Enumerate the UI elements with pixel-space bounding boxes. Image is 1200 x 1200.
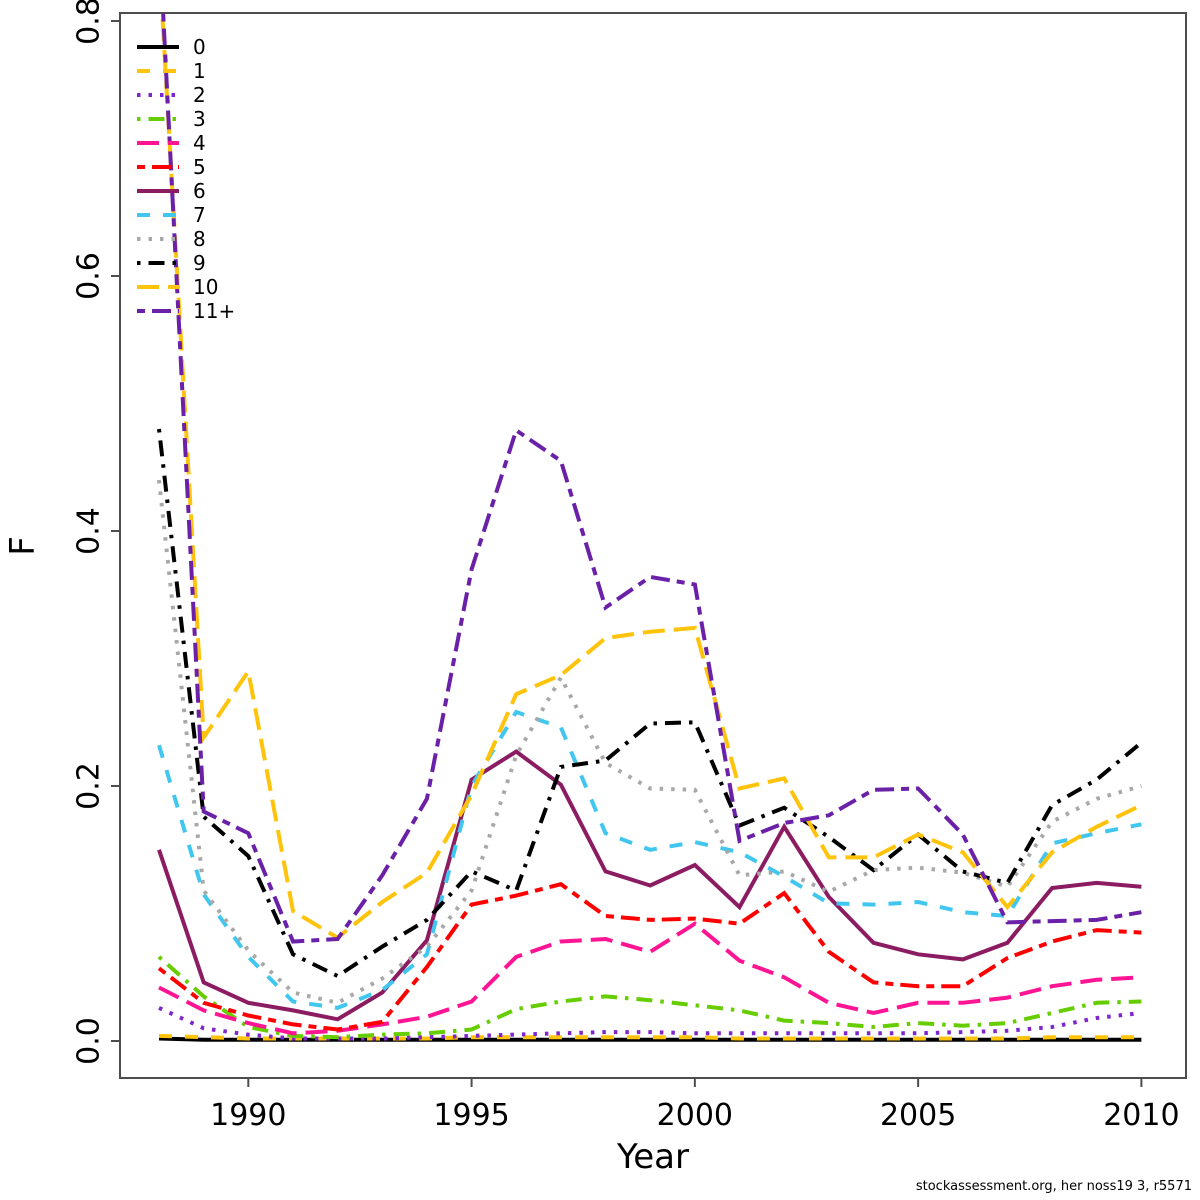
- legend-item-age-11+: 11+: [137, 299, 235, 323]
- legend-label: 1: [193, 59, 206, 83]
- legend-label: 6: [193, 179, 206, 203]
- legend-item-age-9: 9: [137, 251, 206, 275]
- x-tick-label: 2010: [1103, 1098, 1179, 1133]
- series-line-age-2: [158, 1006, 1142, 1041]
- series-line-age-4: [158, 921, 1142, 1036]
- legend-item-age-7: 7: [137, 203, 206, 227]
- y-tick-label: 0.2: [72, 762, 107, 810]
- legend-label: 2: [193, 83, 206, 107]
- legend-item-age-6: 6: [137, 179, 206, 203]
- legend-label: 3: [193, 107, 206, 131]
- series-line-age-8: [157, 479, 1142, 1005]
- series-line-age-6: [157, 749, 1142, 1022]
- y-tick-label: 0.4: [72, 507, 107, 555]
- legend-label: 4: [193, 131, 206, 155]
- legend-label: 9: [193, 251, 206, 275]
- series-line-age-3: [157, 955, 1142, 1040]
- series-line-age-9: [157, 428, 1143, 979]
- legend-item-age-5: 5: [137, 155, 206, 179]
- y-tick-label: 0.6: [72, 252, 107, 300]
- legend-label: 8: [193, 227, 206, 251]
- legend-item-age-2: 2: [137, 83, 206, 107]
- x-tick-label: 1995: [433, 1098, 509, 1133]
- plot-box: [119, 12, 1187, 1079]
- legend-item-age-1: 1: [137, 59, 206, 83]
- y-tick-label: 0.8: [72, 0, 107, 45]
- y-axis: 0.0 0.2 0.4 0.6 0.8: [72, 0, 120, 1065]
- series-line-age-7: [157, 709, 1142, 1010]
- y-tick-label: 0.0: [72, 1017, 107, 1065]
- x-axis-title: Year: [616, 1137, 689, 1177]
- legend-label: 0: [193, 35, 206, 59]
- legend-label: 7: [193, 203, 206, 227]
- series-line-age-11+: [161, 13, 1142, 944]
- series-lines: [157, 13, 1143, 1042]
- series-line-age-5: [157, 882, 1142, 1032]
- legend-label: 10: [193, 275, 218, 299]
- footer-attribution: stockassessment.org, her noss19 3, r5571: [915, 1179, 1192, 1194]
- x-tick-label: 2005: [880, 1098, 956, 1133]
- x-tick-label: 2000: [657, 1098, 733, 1133]
- legend-item-age-4: 4: [137, 131, 206, 155]
- legend-item-age-0: 0: [137, 35, 206, 59]
- x-tick-label: 1990: [210, 1098, 286, 1133]
- y-axis-title: F: [3, 536, 43, 556]
- legend-item-age-8: 8: [137, 227, 206, 251]
- legend-label: 11+: [193, 299, 235, 323]
- legend-item-age-10: 10: [137, 275, 218, 299]
- series-line-age-10: [160, 13, 1143, 941]
- x-axis: 1990 1995 2000 2005 2010: [210, 1078, 1180, 1133]
- legend-item-age-3: 3: [137, 107, 206, 131]
- legend-label: 5: [193, 155, 206, 179]
